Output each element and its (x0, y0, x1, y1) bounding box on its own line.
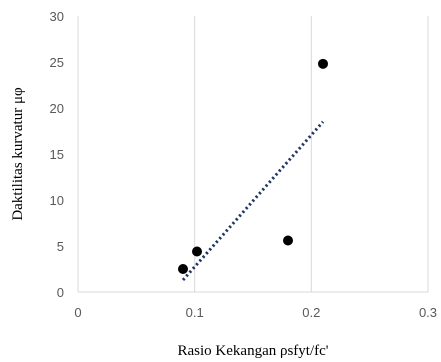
data-point-2 (192, 246, 202, 257)
x-tick-label-0: 0 (74, 305, 81, 320)
trendline (181, 120, 325, 282)
y-axis-ticks: 0 5 10 15 20 25 30 (50, 9, 64, 300)
data-points (178, 58, 328, 274)
y-axis-title: Daktilitas kurvatur μφ (10, 87, 26, 221)
x-axis-ticks: 0 0.1 0.2 0.3 (74, 305, 437, 320)
x-axis-title: Rasio Kekangan ρsfyt/fc' (178, 343, 329, 359)
y-tick-label-10: 10 (50, 193, 64, 208)
y-tick-label-25: 25 (50, 55, 64, 70)
y-tick-label-20: 20 (50, 101, 64, 116)
x-tick-label-0.2: 0.2 (302, 305, 320, 320)
y-tick-label-30: 30 (50, 9, 64, 24)
y-tick-label-5: 5 (57, 239, 64, 254)
x-tick-label-0.3: 0.3 (419, 305, 437, 320)
grid-lines (77, 16, 429, 292)
data-point-3 (283, 235, 293, 246)
data-point-1 (178, 264, 188, 274)
y-tick-label-15: 15 (50, 147, 64, 162)
data-point-4 (318, 58, 328, 69)
x-tick-label-0.1: 0.1 (186, 305, 204, 320)
y-tick-label-0: 0 (57, 285, 64, 300)
